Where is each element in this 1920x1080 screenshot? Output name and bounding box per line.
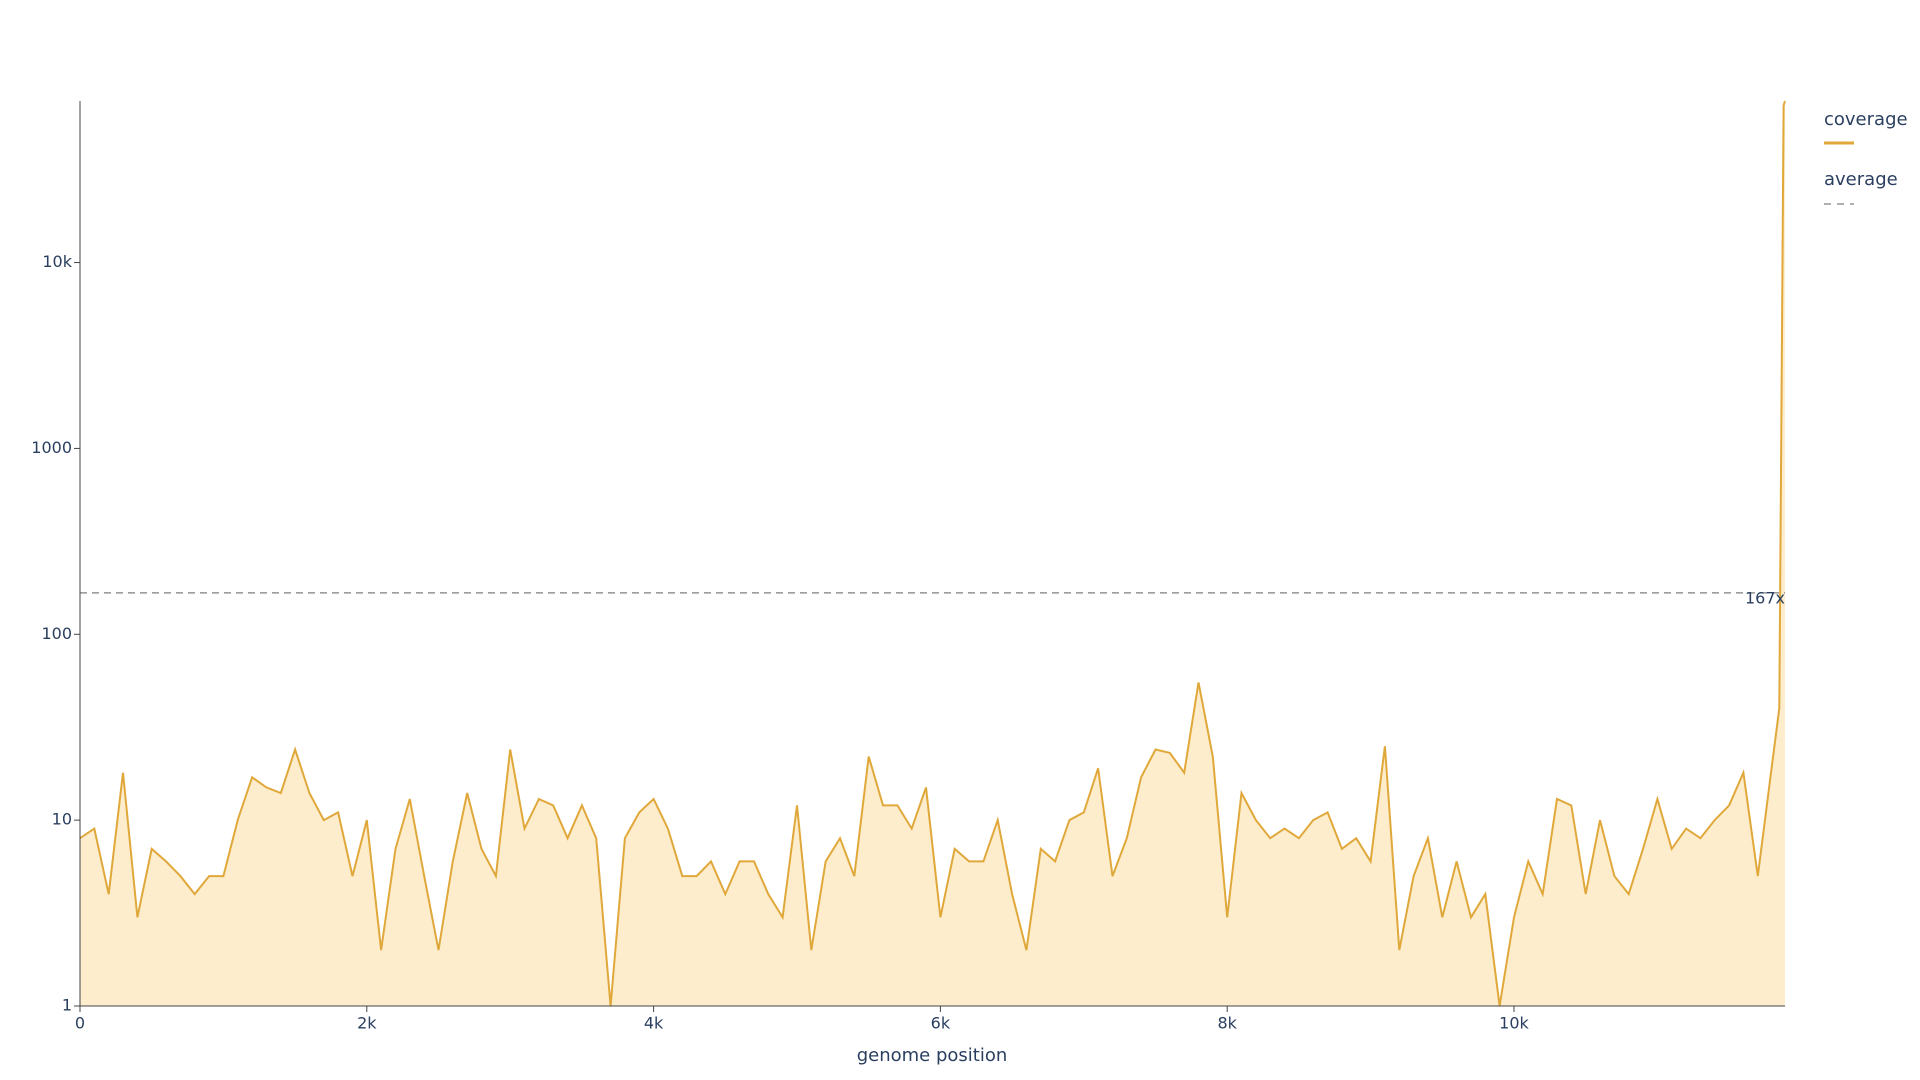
average-label: 167x: [1745, 588, 1785, 607]
x-tick-label: 8k: [1217, 1014, 1237, 1033]
y-tick-label: 10k: [42, 252, 72, 271]
x-tick-label: 6k: [931, 1014, 951, 1033]
y-tick-label: 10: [52, 810, 72, 829]
x-tick-label: 2k: [357, 1014, 377, 1033]
x-axis-label: genome position: [857, 1045, 1008, 1066]
y-tick-label: 1: [62, 996, 72, 1015]
y-tick-label: 100: [41, 624, 72, 643]
coverage-area: [80, 101, 1785, 1006]
legend-label: coverage: [1824, 109, 1908, 130]
x-tick-label: 10k: [1499, 1014, 1529, 1033]
x-tick-label: 4k: [644, 1014, 664, 1033]
coverage-line: [79, 100, 1786, 1007]
x-tick-label: 0: [75, 1014, 85, 1033]
legend-label: average: [1824, 169, 1898, 190]
y-tick-label: 1000: [31, 438, 72, 457]
